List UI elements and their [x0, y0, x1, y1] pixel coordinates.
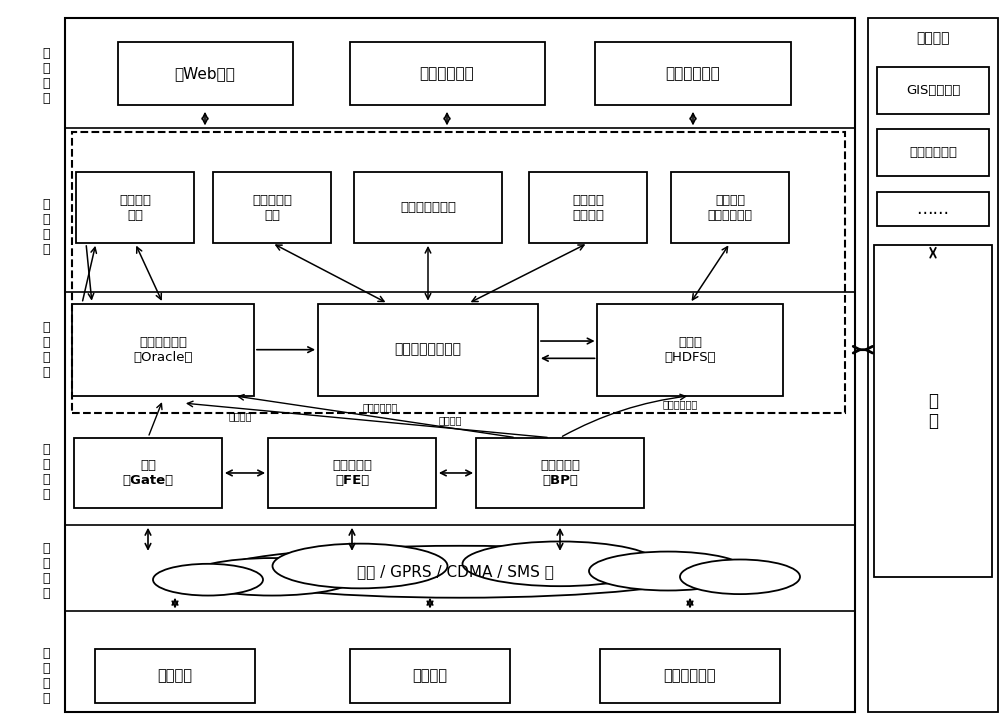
Bar [268, 438, 436, 508]
Text: 实时数据监测: 实时数据监测 [420, 66, 474, 81]
Ellipse shape [589, 552, 747, 590]
Bar [868, 18, 998, 712]
Text: 数
据
存
储: 数 据 存 储 [42, 321, 50, 379]
Text: 采
集
设
备: 采 集 设 备 [42, 647, 50, 704]
Text: 光纤 / GPRS / CDMA / SMS 等: 光纤 / GPRS / CDMA / SMS 等 [357, 565, 553, 579]
Text: 海量数据
离线处理: 海量数据 离线处理 [572, 194, 604, 221]
Text: 复杂事件流处理: 复杂事件流处理 [400, 201, 456, 214]
Text: 专变终端: 专变终端 [158, 668, 192, 683]
Ellipse shape [215, 546, 705, 598]
Text: 原Web应用: 原Web应用 [175, 66, 235, 81]
Text: 通
信
网
络: 通 信 网 络 [42, 542, 50, 600]
Text: 数
据
展
现: 数 据 展 现 [42, 47, 50, 105]
Text: 报文入库: 报文入库 [438, 415, 462, 425]
Bar [76, 172, 194, 243]
Bar [350, 649, 510, 702]
Bar [65, 18, 855, 712]
Ellipse shape [680, 559, 800, 594]
Bar [874, 245, 992, 577]
Text: 采集数据入库: 采集数据入库 [362, 402, 398, 412]
Text: 其他系统: 其他系统 [916, 31, 950, 45]
Ellipse shape [272, 544, 448, 588]
Text: 数据挖掘
（机器学习）: 数据挖掘 （机器学习） [708, 194, 753, 221]
Text: 报文入库: 报文入库 [228, 411, 252, 421]
Text: 网关
（Gate）: 网关 （Gate） [122, 459, 174, 487]
Text: 气象信息系统: 气象信息系统 [909, 146, 957, 159]
Bar [354, 172, 502, 243]
Text: 公变终端: 公变终端 [413, 668, 448, 683]
Text: ……: …… [916, 200, 950, 218]
Text: 定时计算
服务: 定时计算 服务 [119, 194, 151, 221]
Text: 通
信
服
务: 通 信 服 务 [42, 443, 50, 501]
Bar [72, 132, 845, 413]
Text: 业务处理器
（BP）: 业务处理器 （BP） [540, 459, 580, 487]
Bar [72, 304, 254, 396]
Bar [671, 172, 789, 243]
Bar [877, 130, 989, 176]
Ellipse shape [187, 558, 357, 596]
Text: 实时数据流
处理: 实时数据流 处理 [252, 194, 292, 221]
Bar [595, 42, 790, 105]
Bar [95, 649, 255, 702]
Ellipse shape [462, 541, 658, 586]
Bar [529, 172, 647, 243]
Bar [600, 649, 780, 702]
Text: GIS信息系统: GIS信息系统 [906, 84, 960, 97]
Bar [877, 192, 989, 226]
Bar [597, 304, 782, 396]
Text: 通信前置机
（FE）: 通信前置机 （FE） [332, 459, 372, 487]
Text: 分布式内存数据库: 分布式内存数据库 [394, 342, 462, 357]
Text: 数
据
处
理: 数 据 处 理 [42, 198, 50, 256]
Text: 云存储
（HDFS）: 云存储 （HDFS） [664, 336, 716, 363]
Text: 海量数据查询: 海量数据查询 [666, 66, 720, 81]
Text: 接
口: 接 口 [928, 392, 938, 430]
Bar [74, 438, 222, 508]
Bar [877, 66, 989, 113]
Text: 采集数据入库: 采集数据入库 [662, 399, 698, 410]
Bar [213, 172, 331, 243]
Text: 关系型数据库
（Oracle）: 关系型数据库 （Oracle） [133, 336, 193, 363]
Bar [476, 438, 644, 508]
Ellipse shape [153, 564, 263, 596]
Bar [350, 42, 544, 105]
Bar [318, 304, 538, 396]
Text: 低压集抄终端: 低压集抄终端 [664, 668, 716, 683]
Bar [118, 42, 292, 105]
